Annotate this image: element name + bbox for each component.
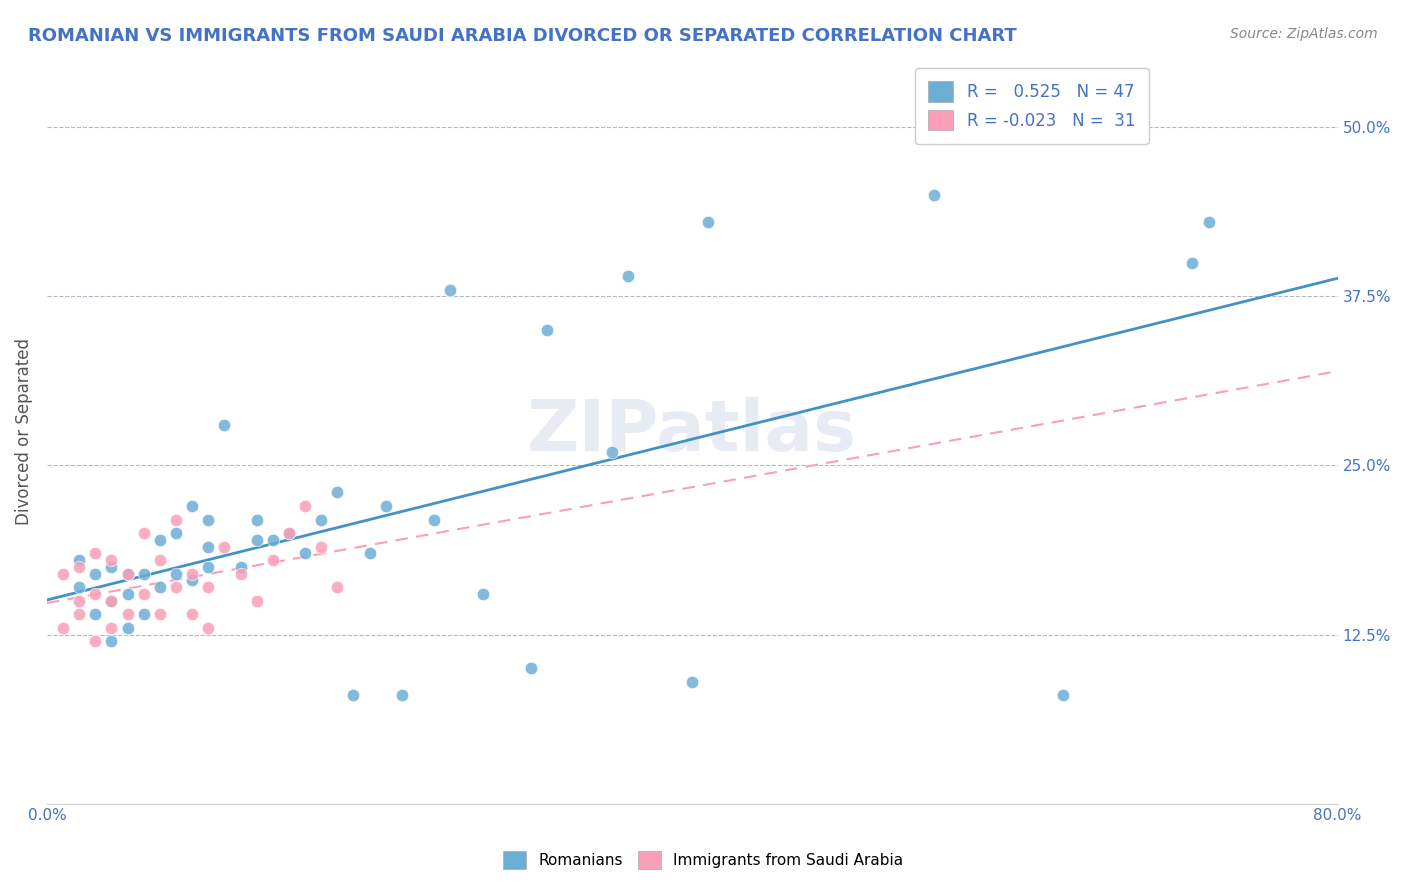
Point — [84, 634, 107, 648]
Point — [294, 499, 316, 513]
Point — [181, 499, 204, 513]
Point — [100, 593, 122, 607]
Point — [197, 540, 219, 554]
Point — [214, 417, 236, 432]
Point — [67, 580, 90, 594]
Point — [149, 553, 172, 567]
Point — [246, 593, 269, 607]
Point — [117, 566, 139, 581]
Point — [359, 546, 381, 560]
Legend: R =   0.525   N = 47, R = -0.023   N =  31: R = 0.525 N = 47, R = -0.023 N = 31 — [915, 68, 1149, 144]
Point — [181, 574, 204, 588]
Point — [342, 689, 364, 703]
Point — [391, 689, 413, 703]
Text: ZIPatlas: ZIPatlas — [527, 397, 858, 467]
Point — [67, 593, 90, 607]
Point — [132, 526, 155, 541]
Point — [100, 560, 122, 574]
Point — [100, 634, 122, 648]
Point — [132, 587, 155, 601]
Point — [181, 607, 204, 622]
Point — [197, 512, 219, 526]
Point — [277, 526, 299, 541]
Point — [294, 546, 316, 560]
Point — [536, 323, 558, 337]
Point — [100, 553, 122, 567]
Point — [197, 621, 219, 635]
Point — [132, 607, 155, 622]
Point — [374, 499, 396, 513]
Point — [84, 546, 107, 560]
Point — [165, 526, 187, 541]
Point — [1052, 689, 1074, 703]
Point — [326, 580, 349, 594]
Y-axis label: Divorced or Separated: Divorced or Separated — [15, 338, 32, 525]
Point — [197, 560, 219, 574]
Point — [922, 187, 945, 202]
Point — [277, 526, 299, 541]
Point — [439, 283, 461, 297]
Point — [309, 540, 332, 554]
Point — [520, 661, 543, 675]
Point — [52, 621, 75, 635]
Point — [149, 607, 172, 622]
Point — [697, 215, 720, 229]
Point — [262, 553, 284, 567]
Point — [84, 566, 107, 581]
Point — [214, 540, 236, 554]
Point — [149, 580, 172, 594]
Point — [117, 587, 139, 601]
Point — [132, 566, 155, 581]
Point — [246, 533, 269, 547]
Point — [67, 553, 90, 567]
Point — [681, 674, 703, 689]
Point — [326, 485, 349, 500]
Point — [262, 533, 284, 547]
Point — [117, 621, 139, 635]
Point — [84, 607, 107, 622]
Point — [1198, 215, 1220, 229]
Point — [100, 593, 122, 607]
Point — [117, 607, 139, 622]
Point — [117, 566, 139, 581]
Point — [181, 566, 204, 581]
Point — [100, 621, 122, 635]
Point — [67, 607, 90, 622]
Point — [1181, 255, 1204, 269]
Point — [471, 587, 494, 601]
Point — [84, 587, 107, 601]
Point — [600, 445, 623, 459]
Point — [67, 560, 90, 574]
Point — [309, 512, 332, 526]
Point — [165, 512, 187, 526]
Point — [52, 566, 75, 581]
Point — [197, 580, 219, 594]
Point — [149, 533, 172, 547]
Legend: Romanians, Immigrants from Saudi Arabia: Romanians, Immigrants from Saudi Arabia — [496, 845, 910, 875]
Point — [616, 268, 638, 283]
Point — [229, 560, 252, 574]
Text: Source: ZipAtlas.com: Source: ZipAtlas.com — [1230, 27, 1378, 41]
Point — [423, 512, 446, 526]
Text: ROMANIAN VS IMMIGRANTS FROM SAUDI ARABIA DIVORCED OR SEPARATED CORRELATION CHART: ROMANIAN VS IMMIGRANTS FROM SAUDI ARABIA… — [28, 27, 1017, 45]
Point — [246, 512, 269, 526]
Point — [165, 580, 187, 594]
Point — [229, 566, 252, 581]
Point — [165, 566, 187, 581]
